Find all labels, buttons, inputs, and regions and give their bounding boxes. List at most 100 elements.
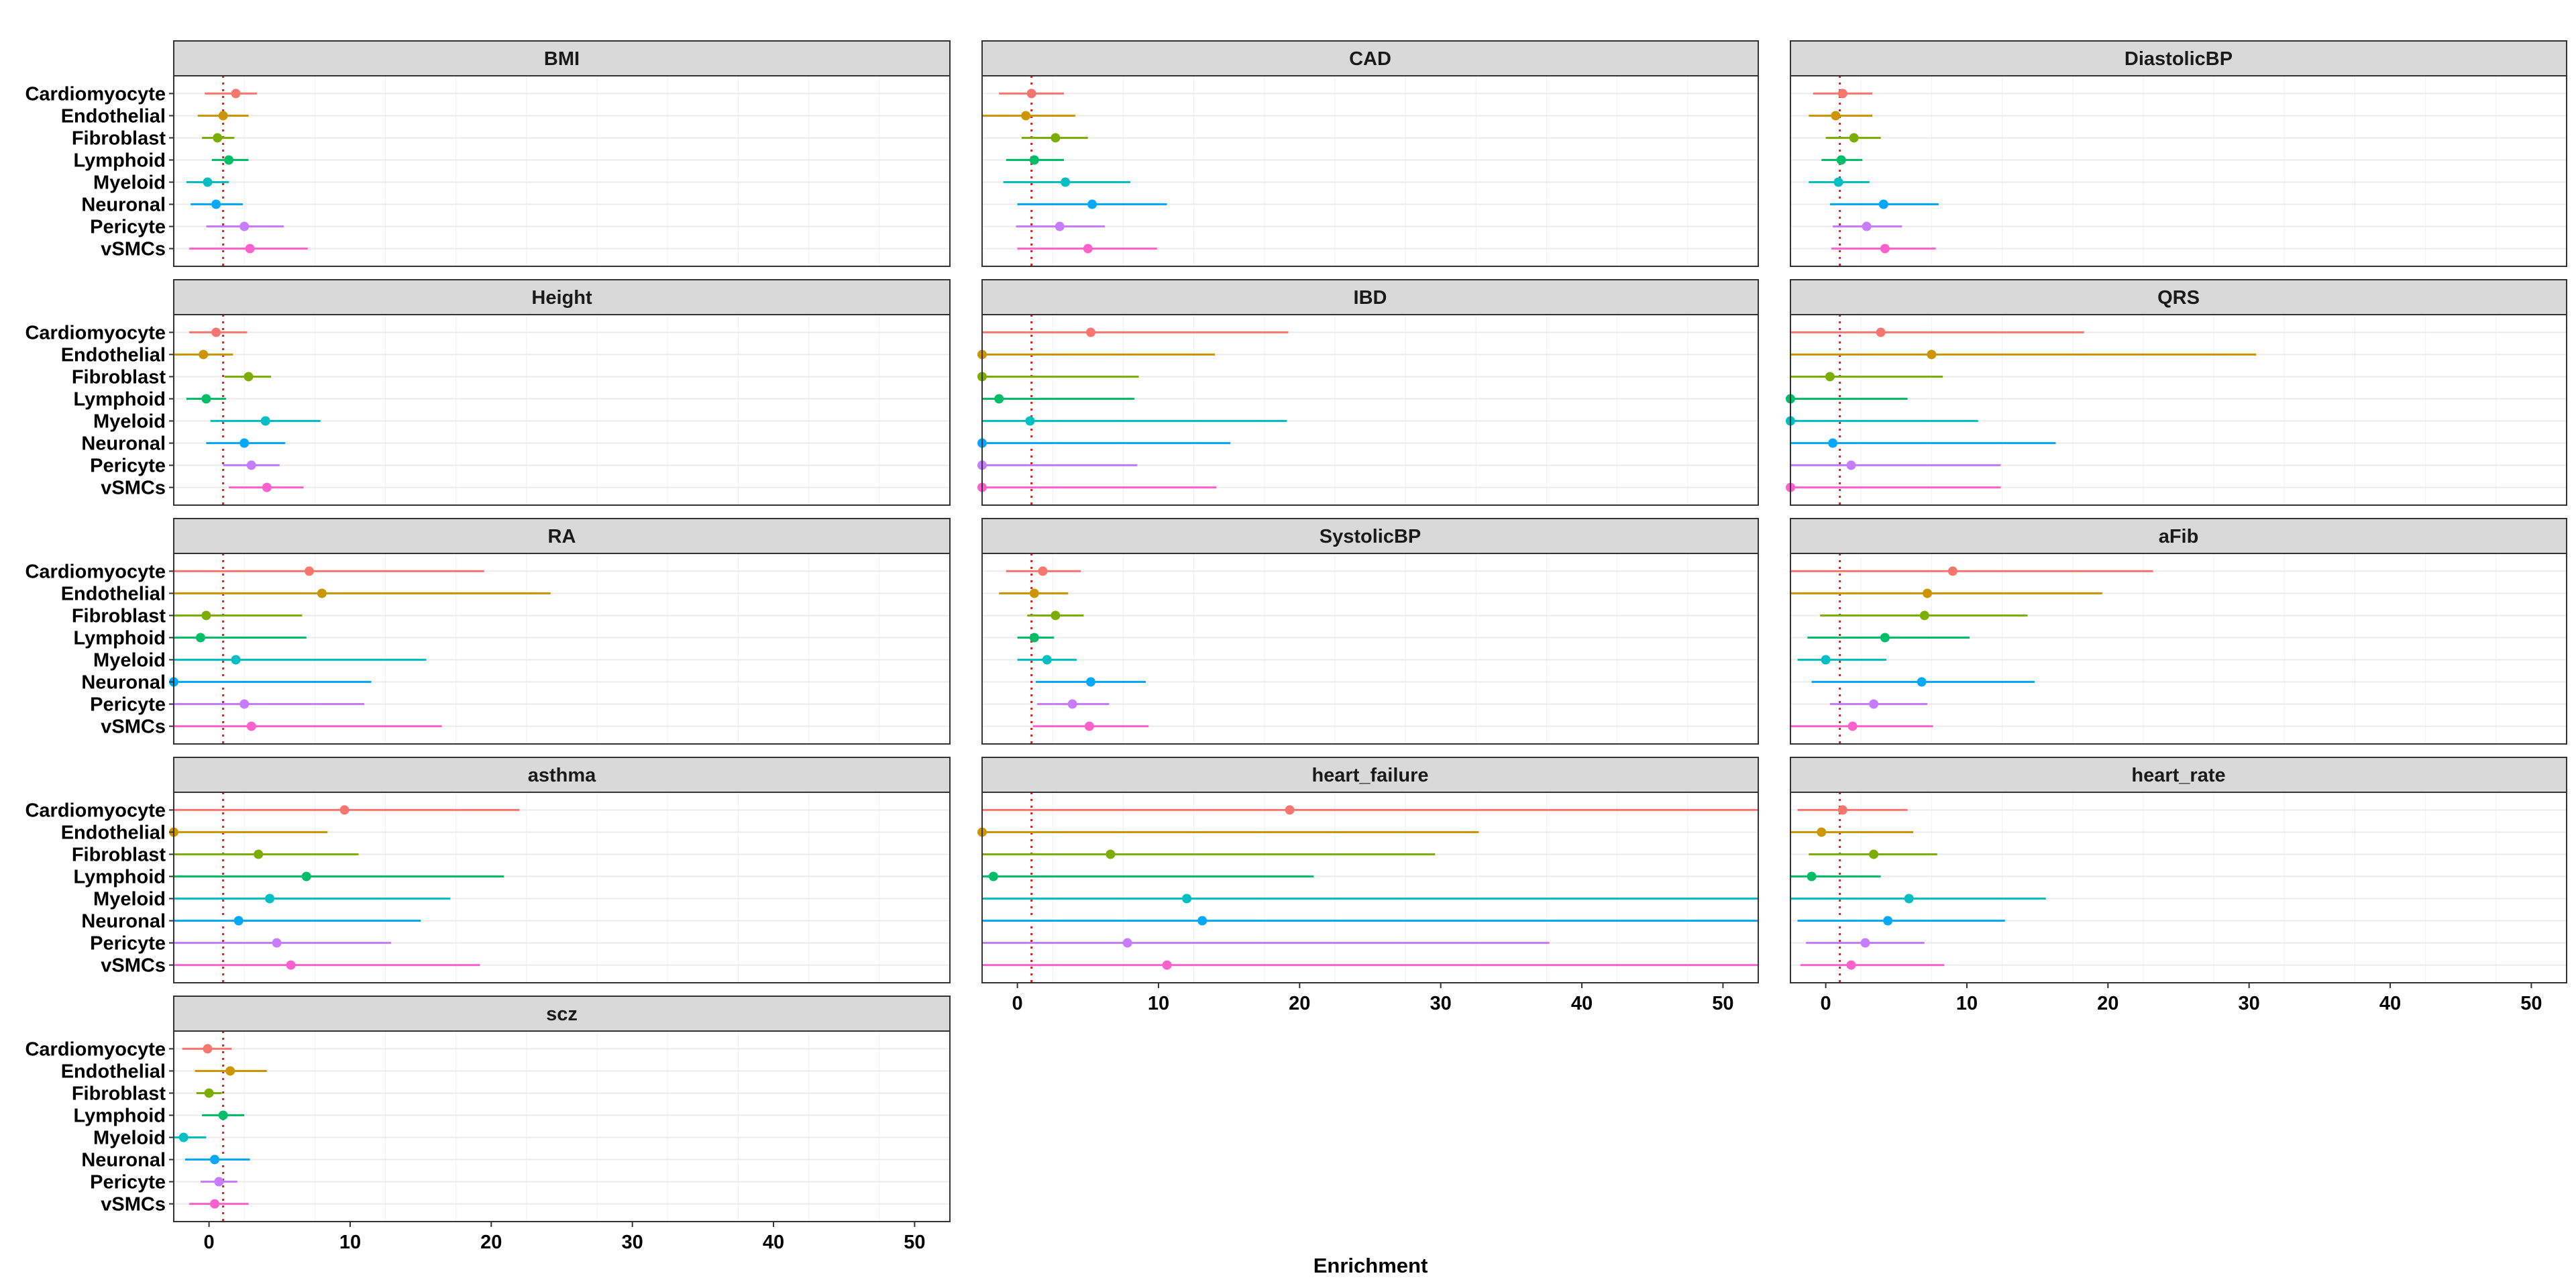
estimate-point-Cardiomyocyte bbox=[1837, 89, 1847, 99]
y-tick-label: Neuronal bbox=[81, 1150, 166, 1171]
y-tick-label: Myeloid bbox=[93, 411, 166, 433]
estimate-point-Neuronal bbox=[1087, 199, 1097, 209]
estimate-point-Cardiomyocyte bbox=[1876, 327, 1886, 337]
panel-background bbox=[174, 1031, 950, 1222]
estimate-point-Myeloid bbox=[178, 1132, 189, 1142]
x-tick-label: 20 bbox=[2097, 993, 2118, 1014]
estimate-point-Fibroblast bbox=[1849, 133, 1859, 143]
facet-title: aFib bbox=[2159, 526, 2199, 547]
panel-background bbox=[1790, 553, 2567, 744]
facet-panel-heart_rate: heart_rate 0 10 20 30 40 50 bbox=[1790, 757, 2567, 1014]
estimate-point-Endothelial bbox=[225, 1066, 235, 1076]
estimate-point-Myeloid bbox=[1042, 655, 1052, 665]
estimate-point-Lymphoid bbox=[218, 1110, 228, 1120]
estimate-point-Pericyte bbox=[239, 699, 250, 709]
facet-title: Height bbox=[531, 287, 592, 309]
panel-background bbox=[982, 76, 1758, 266]
facet-strip bbox=[981, 518, 1759, 554]
y-tick-label: Pericyte bbox=[90, 217, 166, 238]
estimate-point-Fibroblast bbox=[1825, 372, 1835, 382]
panel-background bbox=[174, 553, 950, 744]
estimate-point-Endothelial bbox=[1927, 350, 1937, 360]
estimate-point-Pericyte bbox=[214, 1177, 224, 1187]
panel-background bbox=[174, 315, 950, 505]
x-tick-label: 20 bbox=[1289, 993, 1310, 1014]
y-tick-label: Fibroblast bbox=[72, 366, 166, 388]
facet-strip bbox=[173, 996, 951, 1032]
estimate-point-Neuronal bbox=[1828, 438, 1838, 448]
facet-title: heart_rate bbox=[2131, 765, 2225, 786]
estimate-point-Endothelial bbox=[1029, 588, 1039, 598]
x-tick-label: 50 bbox=[904, 1232, 925, 1253]
y-tick-label: Fibroblast bbox=[72, 127, 166, 149]
estimate-point-Lymphoid bbox=[1029, 633, 1039, 643]
panel-background bbox=[982, 315, 1758, 505]
facet-title: IBD bbox=[1354, 287, 1387, 309]
estimate-point-Pericyte bbox=[1846, 460, 1856, 470]
x-tick-label: 50 bbox=[2520, 993, 2542, 1014]
facet-panel-asthma: asthma CardiomyocyteEndothelialFibroblast… bbox=[25, 757, 951, 983]
x-tick-label: 0 bbox=[1821, 993, 1831, 1014]
facet-strip bbox=[1790, 279, 2567, 315]
facet-title: RA bbox=[548, 526, 576, 547]
y-tick-label: Cardiomyocyte bbox=[25, 83, 166, 105]
panel-border bbox=[1790, 792, 2567, 983]
estimate-point-Endothelial bbox=[199, 350, 209, 360]
x-tick-label: 30 bbox=[622, 1232, 643, 1253]
facet-strip bbox=[1790, 40, 2567, 76]
facet-panel-BMI: BMI CardiomyocyteEndothelialFibroblastLym… bbox=[25, 40, 951, 267]
estimate-point-Fibroblast bbox=[244, 372, 254, 382]
facet-panel-aFib: aFib bbox=[1790, 518, 2567, 745]
y-tick-label: Myeloid bbox=[93, 1128, 166, 1149]
facet-title: BMI bbox=[544, 48, 580, 70]
panel-border bbox=[981, 314, 1759, 506]
panel-border bbox=[1790, 75, 2567, 267]
estimate-point-Pericyte bbox=[239, 221, 250, 231]
facet-title: asthma bbox=[528, 765, 596, 786]
estimate-point-Lymphoid bbox=[1807, 871, 1817, 881]
estimate-point-Cardiomyocyte bbox=[203, 1044, 213, 1054]
panel-border bbox=[981, 75, 1759, 267]
panel-background bbox=[1790, 76, 2567, 266]
y-tick-label: Endothelial bbox=[61, 583, 166, 604]
estimate-point-vSMCs bbox=[245, 244, 255, 254]
estimate-point-vSMCs bbox=[1083, 244, 1093, 254]
panel-border bbox=[981, 553, 1759, 745]
panel-background bbox=[1790, 792, 2567, 983]
x-tick-label: 40 bbox=[1571, 993, 1593, 1014]
y-tick-label: Cardiomyocyte bbox=[25, 322, 166, 343]
estimate-point-Cardiomyocyte bbox=[1038, 566, 1048, 576]
estimate-point-Fibroblast bbox=[201, 610, 211, 621]
panel-background bbox=[982, 792, 1758, 983]
facet-strip bbox=[173, 518, 951, 554]
y-tick-label: Fibroblast bbox=[72, 844, 166, 865]
panel-border bbox=[173, 75, 951, 267]
estimate-point-Myeloid bbox=[231, 655, 241, 665]
facet-strip bbox=[981, 757, 1759, 793]
y-tick-label: Endothelial bbox=[61, 822, 166, 843]
estimate-point-Pericyte bbox=[246, 460, 256, 470]
panel-border bbox=[1790, 553, 2567, 745]
estimate-point-vSMCs bbox=[1084, 721, 1094, 731]
panel-background bbox=[982, 553, 1758, 744]
y-tick-label: Pericyte bbox=[90, 694, 166, 716]
estimate-point-Myeloid bbox=[203, 177, 213, 187]
estimate-point-Cardiomyocyte bbox=[339, 805, 350, 815]
estimate-point-vSMCs bbox=[262, 482, 272, 492]
x-tick-label: 30 bbox=[2239, 993, 2260, 1014]
y-tick-label: Lymphoid bbox=[74, 1105, 166, 1126]
panel-border bbox=[173, 792, 951, 983]
estimate-point-Lymphoid bbox=[988, 871, 998, 881]
y-tick-label: Fibroblast bbox=[72, 605, 166, 627]
x-tick-label: 20 bbox=[480, 1232, 502, 1253]
estimate-point-Neuronal bbox=[1878, 199, 1888, 209]
x-tick-label: 50 bbox=[1712, 993, 1733, 1014]
estimate-point-Pericyte bbox=[1860, 938, 1870, 948]
y-tick-label: Lymphoid bbox=[74, 150, 166, 171]
estimate-point-Myeloid bbox=[1904, 894, 1914, 904]
estimate-point-Cardiomyocyte bbox=[1947, 566, 1957, 576]
estimate-point-Fibroblast bbox=[1869, 849, 1879, 859]
estimate-point-Lymphoid bbox=[1880, 633, 1890, 643]
estimate-point-Fibroblast bbox=[254, 849, 264, 859]
y-tick-label: Cardiomyocyte bbox=[25, 1038, 166, 1060]
